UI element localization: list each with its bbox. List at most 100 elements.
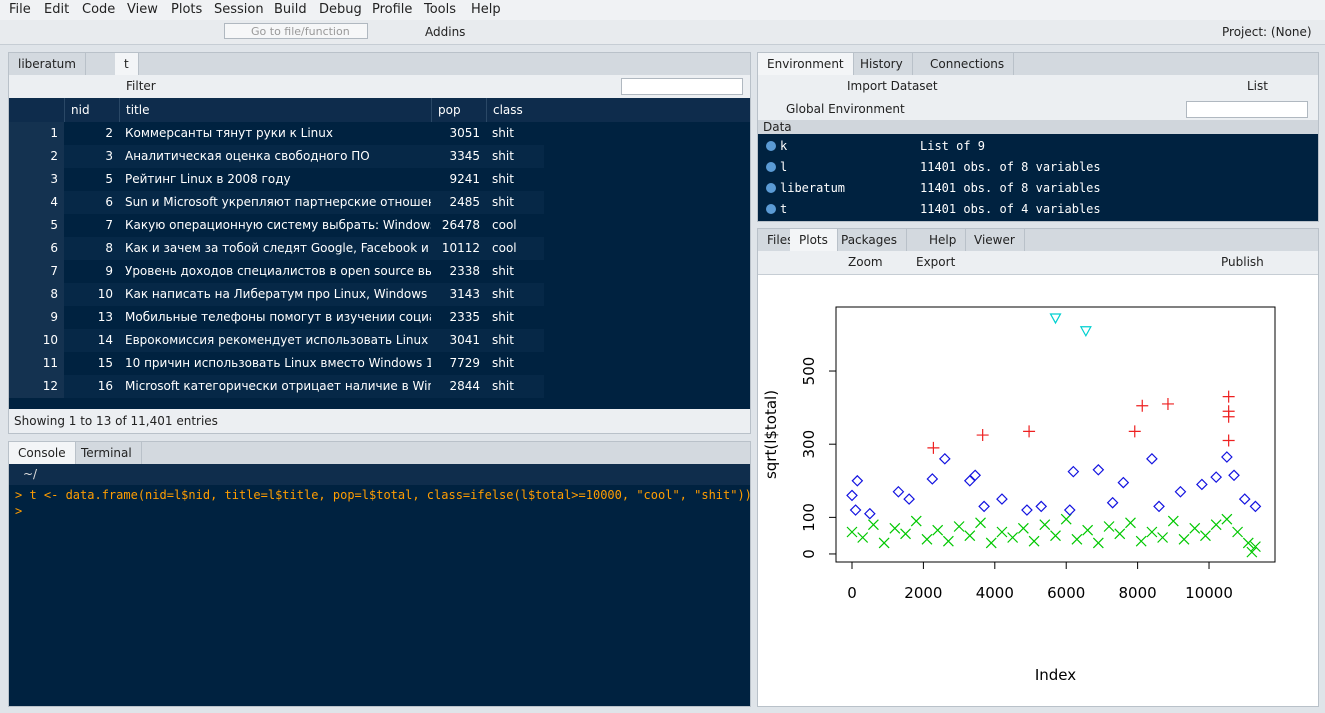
- publish-button[interactable]: Publish: [1221, 255, 1264, 269]
- point: [1049, 313, 1062, 325]
- table-cell: 10: [64, 283, 119, 306]
- point: [1246, 546, 1258, 558]
- table-cell: shit: [486, 122, 544, 145]
- point: [1189, 522, 1201, 534]
- table-cell: Аналитическая оценка свободного ПО: [119, 145, 431, 168]
- column-header[interactable]: class: [486, 98, 543, 122]
- row-index: 11: [9, 352, 64, 375]
- table-header: nid title pop class: [9, 98, 750, 122]
- object-icon[interactable]: [766, 162, 776, 172]
- addins-button[interactable]: Addins: [425, 25, 466, 39]
- menu-item[interactable]: Session: [214, 2, 264, 17]
- y-tick-label: 0: [800, 549, 818, 559]
- object-icon[interactable]: [766, 204, 776, 214]
- column-header[interactable]: pop: [431, 98, 485, 122]
- object-icon[interactable]: [766, 141, 776, 151]
- row-index: 10: [9, 329, 64, 352]
- source-tabs: liberatum t: [9, 53, 750, 76]
- goto-box[interactable]: Go to file/function: [224, 23, 368, 39]
- section-header: Data: [758, 120, 1318, 134]
- table-cell: shit: [486, 260, 544, 283]
- view-mode-button[interactable]: List: [1247, 79, 1268, 93]
- point: [857, 532, 869, 543]
- menu-item[interactable]: Edit: [44, 2, 70, 17]
- table-cell: cool: [486, 214, 544, 237]
- point: [1023, 425, 1036, 438]
- env-search-box[interactable]: [1186, 101, 1308, 118]
- object-value: 11401 obs. of 8 variables: [920, 181, 1101, 195]
- point: [851, 474, 864, 487]
- table-cell: shit: [486, 283, 544, 306]
- tab[interactable]: Packages: [832, 229, 907, 251]
- point: [1136, 399, 1149, 412]
- object-icon[interactable]: [766, 183, 776, 193]
- main-toolbar: Go to file/function Addins Project: (Non…: [0, 20, 1325, 45]
- plot-box: [835, 306, 1276, 563]
- row-index: 1: [9, 122, 64, 145]
- row-index: 12: [9, 375, 64, 398]
- column-header[interactable]: nid: [64, 98, 118, 122]
- export-button[interactable]: Export: [916, 255, 956, 269]
- point: [1250, 541, 1261, 553]
- point: [1017, 522, 1029, 534]
- menu-item[interactable]: View: [127, 2, 158, 17]
- tab[interactable]: Connections: [921, 53, 1015, 75]
- point: [1103, 521, 1115, 532]
- point: [942, 535, 954, 547]
- point: [1071, 533, 1083, 545]
- tab[interactable]: Environment: [758, 53, 854, 75]
- tab[interactable]: t: [115, 53, 139, 75]
- row-index: 4: [9, 191, 64, 214]
- point: [1146, 452, 1158, 465]
- menu-item[interactable]: File: [9, 2, 31, 17]
- menu-item[interactable]: Help: [471, 2, 501, 17]
- menu-item[interactable]: Code: [82, 2, 116, 17]
- object-name: k: [780, 139, 788, 153]
- point: [1128, 425, 1141, 438]
- table-cell: 3143: [431, 283, 486, 306]
- console-pane: Console Terminal ~/ > t <- data.frame(nid…: [8, 441, 751, 707]
- point: [1210, 471, 1223, 483]
- menu-item[interactable]: Plots: [171, 2, 203, 17]
- table-cell: 3345: [431, 145, 486, 168]
- point: [1174, 485, 1187, 498]
- point: [978, 500, 990, 513]
- table-cell: 6: [64, 191, 119, 214]
- tab[interactable]: Plots: [790, 229, 838, 251]
- row-index: 7: [9, 260, 64, 283]
- menu-item[interactable]: Tools: [424, 2, 457, 17]
- point: [878, 537, 890, 549]
- point: [1117, 476, 1130, 489]
- tab[interactable]: Console: [9, 442, 76, 464]
- import-dataset-button[interactable]: Import Dataset: [847, 79, 938, 93]
- tab[interactable]: Terminal: [72, 442, 142, 464]
- point: [1157, 532, 1169, 543]
- menu-item[interactable]: Profile: [372, 2, 413, 17]
- table-cell: 7729: [431, 352, 486, 375]
- point: [1092, 463, 1105, 476]
- point: [1146, 526, 1158, 538]
- console-tabs: Console Terminal: [9, 442, 750, 465]
- scope-button[interactable]: Global Environment: [786, 102, 905, 116]
- column-header[interactable]: title: [119, 98, 430, 122]
- point: [975, 517, 986, 529]
- filter-button[interactable]: Filter: [126, 79, 156, 93]
- source-pane: liberatum t Filter nid title pop class 1 2 Ком…: [8, 52, 751, 434]
- zoom-button[interactable]: Zoom: [848, 255, 883, 269]
- table-cell: shit: [486, 329, 544, 352]
- point: [1082, 524, 1094, 536]
- point: [1050, 530, 1061, 542]
- project-button[interactable]: Project: (None): [1222, 25, 1312, 39]
- tab[interactable]: liberatum: [9, 53, 86, 75]
- menu-item[interactable]: Debug: [319, 2, 362, 17]
- tab[interactable]: Viewer: [965, 229, 1025, 251]
- tab[interactable]: Help: [920, 229, 967, 251]
- menu-item[interactable]: Build: [274, 2, 307, 17]
- tab[interactable]: History: [851, 53, 913, 75]
- point: [996, 526, 1008, 538]
- x-tick-label: 6000: [1047, 584, 1085, 602]
- menu-bar: File Edit Code View Plots Session Build Debug Pr…: [0, 0, 1325, 20]
- search-box[interactable]: [621, 78, 743, 95]
- table-cell: 15: [64, 352, 119, 375]
